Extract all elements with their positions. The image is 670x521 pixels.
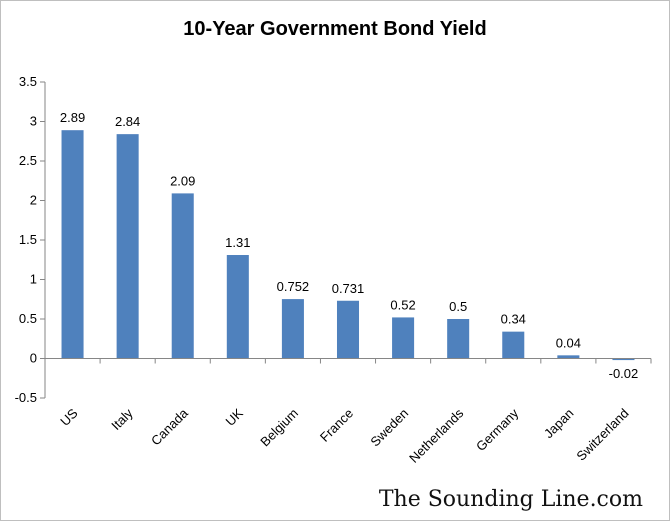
bar-japan <box>557 355 580 359</box>
data-label: 0.34 <box>501 312 526 327</box>
y-tick-label: 0 <box>30 351 37 366</box>
bar-netherlands <box>447 319 470 359</box>
data-label: 1.31 <box>225 235 250 250</box>
x-tick-label: Belgium <box>257 406 301 450</box>
x-tick-label: US <box>57 405 81 429</box>
y-tick-label: 1 <box>30 272 37 287</box>
y-tick-label: 0.5 <box>19 311 37 326</box>
y-tick-label: 1.5 <box>19 232 37 247</box>
x-tick-label: Canada <box>148 405 191 448</box>
bar-belgium <box>281 299 304 359</box>
bar-canada <box>171 193 194 359</box>
bars: 2.89 2.84 2.09 1.31 0.752 0.731 0.52 0.5 0.34 0.0… <box>60 110 638 381</box>
bar-france <box>336 300 360 359</box>
x-tick-label: Japan <box>541 406 577 442</box>
data-label: 2.89 <box>60 110 85 125</box>
x-tick-label: Sweden <box>367 406 411 450</box>
bar-uk <box>226 255 249 359</box>
bar-sweden <box>392 317 415 359</box>
data-label: 0.04 <box>556 335 581 350</box>
x-tick-label: UK <box>223 405 247 429</box>
x-tick-label: Switzerland <box>573 406 631 464</box>
bar-italy <box>116 134 139 359</box>
y-tick-label: -0.5 <box>15 390 37 405</box>
y-tick-label: 2.5 <box>19 153 37 168</box>
data-label: 0.752 <box>277 279 310 294</box>
data-label: 2.84 <box>115 114 140 129</box>
bar-us <box>61 130 84 359</box>
chart-title: 10-Year Government Bond Yield <box>183 18 486 40</box>
y-tick-label: 3 <box>30 114 37 129</box>
data-label: -0.02 <box>609 366 639 381</box>
x-tick-label: Italy <box>108 405 136 433</box>
bar-switzerland <box>612 358 635 361</box>
x-axis: US Italy Canada UK Belgium France SwedenNether… <box>44 358 652 466</box>
y-tick-label: 3.5 <box>19 74 37 89</box>
watermark: The Sounding Line.com <box>379 487 643 512</box>
data-label: 2.09 <box>170 173 195 188</box>
x-tick-label: France <box>317 406 356 445</box>
data-label: 0.731 <box>332 281 365 296</box>
x-tick-label: Netherlands <box>406 405 467 466</box>
bar-germany <box>502 331 525 359</box>
data-label: 0.5 <box>449 299 467 314</box>
x-tick-label: Germany <box>473 405 522 454</box>
data-label: 0.52 <box>390 297 415 312</box>
y-axis: -0.5 0 0.5 1 1.5 2 2.5 3 3.5 <box>15 74 46 405</box>
y-tick-label: 2 <box>30 193 37 208</box>
